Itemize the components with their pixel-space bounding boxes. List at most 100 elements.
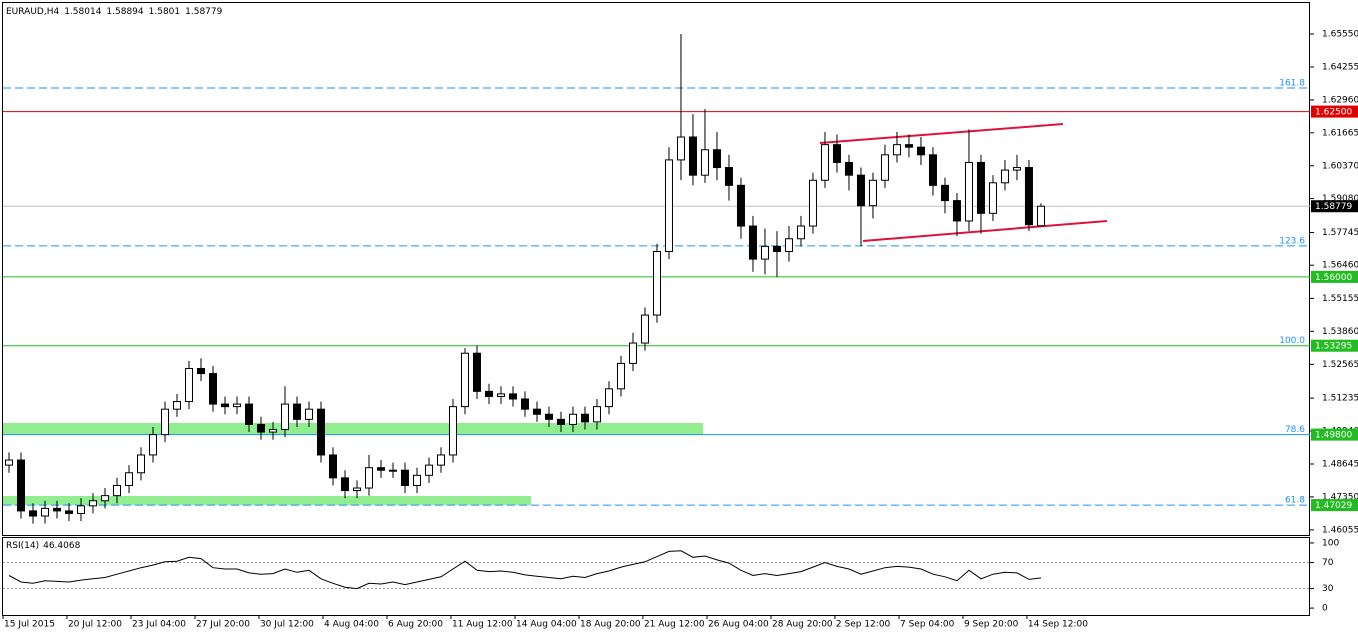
candle-body <box>316 408 325 456</box>
candle-body <box>136 454 145 474</box>
x-tick-label: 6 Aug 20:00 <box>388 620 443 630</box>
candle-body <box>400 469 409 486</box>
x-tick-label: 27 Jul 20:00 <box>196 620 250 630</box>
candle-body <box>808 179 817 227</box>
x-tick-label: 4 Aug 04:00 <box>324 620 379 630</box>
candle-body <box>712 149 721 169</box>
candle-body <box>916 146 925 156</box>
x-tick-label: 7 Sep 04:00 <box>900 620 955 630</box>
trendline <box>819 123 1064 144</box>
candle-body <box>352 487 361 492</box>
candle-body <box>376 467 385 471</box>
candle-body <box>148 434 157 456</box>
x-tick-label: 9 Sep 20:00 <box>964 620 1019 630</box>
candle-body <box>196 367 205 375</box>
header-close: 1.58779 <box>185 7 222 17</box>
header-low: 1.5801 <box>149 7 181 17</box>
candle-body <box>844 161 853 176</box>
candle-body <box>664 159 673 252</box>
chart-header: EURAUD,H4 1.58014 1.58894 1.5801 1.58779 <box>6 7 223 17</box>
y-tick-label: 1.55155 <box>1322 294 1358 304</box>
candle-body <box>484 390 493 397</box>
candle-body <box>256 423 265 433</box>
y-tick-label: 1.57745 <box>1322 228 1358 238</box>
candle-body <box>724 167 733 186</box>
price-box-label: 1.47029 <box>1315 501 1352 511</box>
y-tick-label: 1.60370 <box>1322 161 1358 171</box>
candle-body <box>424 464 433 476</box>
rsi-value: 46.4068 <box>43 541 80 551</box>
price-box <box>1311 339 1358 352</box>
candle-body <box>1036 205 1045 227</box>
candle-body <box>328 454 337 479</box>
x-tick-label: 28 Aug 20:00 <box>772 620 833 630</box>
rsi-tick-label: 0 <box>1322 604 1328 614</box>
candle-body <box>820 144 829 181</box>
candle-body <box>856 174 865 207</box>
candle-body <box>208 373 217 405</box>
candle-body <box>496 393 505 397</box>
candle-body <box>100 495 109 502</box>
symbol: EURAUD,H4 <box>6 7 59 17</box>
candle-body <box>568 413 577 425</box>
fib-label: 123.6 <box>1279 236 1305 246</box>
price-box <box>1311 499 1358 512</box>
candle-body <box>964 161 973 222</box>
candle-body <box>580 413 589 423</box>
y-tick-label: 1.64255 <box>1322 62 1358 72</box>
y-tick-label: 1.62960 <box>1322 95 1358 105</box>
x-tick-label: 14 Sep 12:00 <box>1028 620 1088 630</box>
x-tick-label: 26 Aug 04:00 <box>708 620 769 630</box>
candle-body <box>184 367 193 403</box>
trendline <box>862 219 1108 242</box>
candle-body <box>220 403 229 408</box>
candle-body <box>1000 169 1009 184</box>
candle-body <box>232 403 241 408</box>
rsi-name: RSI(14) <box>6 541 39 551</box>
rsi-panel <box>2 537 1310 616</box>
candle-body <box>688 136 697 176</box>
candle-body <box>52 507 61 512</box>
candle-body <box>880 154 889 181</box>
price-box-label: 1.58779 <box>1315 202 1352 212</box>
y-tick-label: 1.47350 <box>1322 492 1358 502</box>
candle-body <box>796 225 805 240</box>
fib-label: 161.8 <box>1279 79 1305 89</box>
y-tick-label: 1.59080 <box>1322 194 1358 204</box>
y-tick-label: 1.53860 <box>1322 327 1358 337</box>
candle-body <box>760 245 769 260</box>
candle-body <box>364 467 373 489</box>
candle-body <box>172 401 181 410</box>
x-tick-label: 14 Aug 04:00 <box>516 620 577 630</box>
candle-body <box>940 184 949 202</box>
y-tick-label: 1.46055 <box>1322 525 1358 535</box>
zone <box>3 422 703 435</box>
y-tick-label: 1.65550 <box>1322 30 1358 40</box>
x-tick-label: 21 Aug 12:00 <box>644 620 705 630</box>
y-tick-label: 1.56460 <box>1322 261 1358 271</box>
x-tick-label: 20 Jul 12:00 <box>68 620 122 630</box>
candle-body <box>124 472 133 486</box>
candle-body <box>472 352 481 392</box>
candle-body <box>640 314 649 344</box>
candle-body <box>508 393 517 400</box>
candle-body <box>28 510 37 517</box>
rsi-header: RSI(14) 46.4068 <box>6 541 81 551</box>
candle-body <box>748 225 757 260</box>
candle-body <box>676 136 685 161</box>
candle-body <box>604 388 613 408</box>
candle-body <box>868 179 877 207</box>
price-box <box>1311 428 1358 441</box>
x-tick-label: 30 Jul 12:00 <box>260 620 314 630</box>
x-tick-label: 15 Jul 2015 <box>4 620 55 630</box>
candle-body <box>448 406 457 456</box>
zone <box>3 495 531 506</box>
x-tick-label: 18 Aug 20:00 <box>580 620 641 630</box>
header-open: 1.58014 <box>64 7 101 17</box>
price-box <box>1311 200 1358 213</box>
candle-body <box>76 505 85 514</box>
candle-body <box>652 250 661 316</box>
candle-body <box>40 507 49 517</box>
candle-body <box>904 144 913 148</box>
candle-body <box>112 484 121 497</box>
